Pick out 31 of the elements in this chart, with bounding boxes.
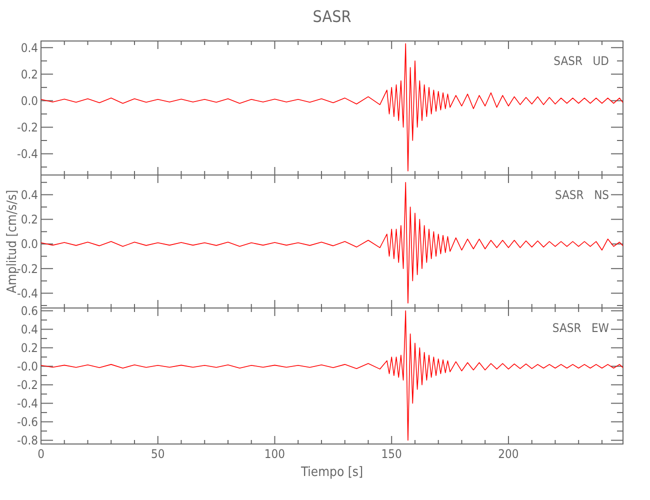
- x-tick-label: 50: [151, 447, 165, 461]
- annotation: SASR UD: [554, 54, 609, 68]
- y-tick-label: -0.6: [16, 414, 38, 429]
- y-tick-label: -0.4: [16, 146, 38, 161]
- y-tick-label: 0.4: [20, 188, 38, 202]
- line-series: [41, 43, 623, 172]
- y-tick-label: 0.0: [20, 94, 38, 108]
- y-tick-label: -0.8: [16, 434, 38, 448]
- x-tick-label: 0: [38, 447, 45, 461]
- chart-title: SASR: [312, 7, 352, 26]
- line-series: [41, 310, 623, 441]
- x-tick-label: 150: [381, 447, 402, 461]
- y-tick-label: -0.2: [16, 378, 38, 392]
- x-tick-label: 200: [498, 447, 519, 461]
- y-tick-label: 0.6: [20, 304, 38, 318]
- annotation: SASR EW: [552, 321, 610, 335]
- y-tick-label: 0.0: [20, 237, 38, 252]
- annotation: SASR NS: [554, 188, 610, 202]
- line-series: [41, 182, 623, 304]
- y-tick-label: 0.4: [20, 322, 38, 336]
- y-tick-label: 0.2: [20, 340, 38, 355]
- y-tick-label: -0.4: [16, 396, 38, 410]
- y-tick-label: -0.2: [16, 120, 38, 134]
- x-axis-title: Tiempo [s]: [300, 465, 364, 480]
- y-tick-label: -0.4: [16, 286, 38, 300]
- y-tick-label: 0.4: [20, 40, 38, 55]
- y-tick-label: -0.0: [16, 359, 38, 374]
- y-tick-label: 0.2: [20, 67, 38, 82]
- y-tick-label: -0.2: [16, 262, 38, 276]
- x-tick-label: 100: [264, 447, 286, 461]
- y-tick-label: 0.2: [20, 212, 38, 227]
